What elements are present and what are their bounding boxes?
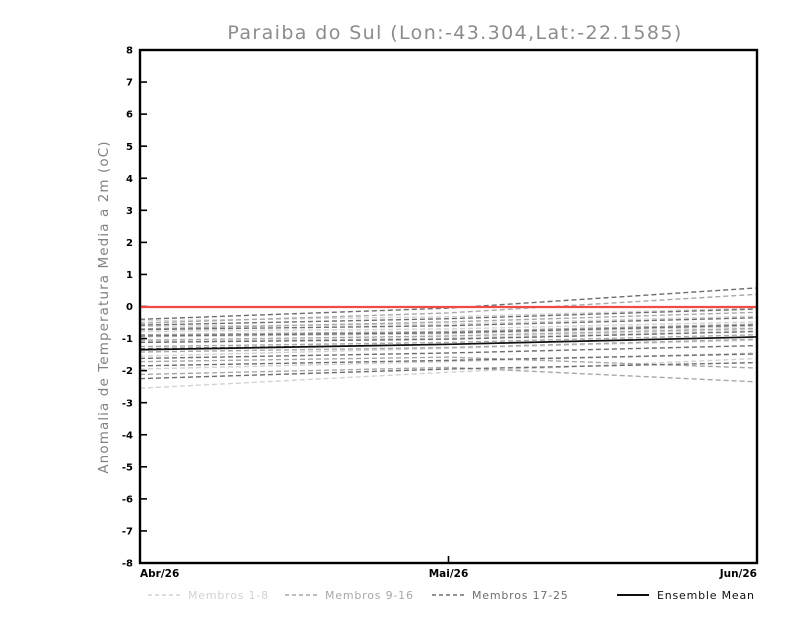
x-tick-label: Mai/26	[429, 568, 469, 580]
y-tick-label: 8	[126, 46, 133, 57]
member-line	[139, 317, 758, 331]
y-tick-label: -5	[122, 462, 133, 473]
member-line	[139, 327, 758, 341]
member-line	[139, 328, 758, 343]
member-line	[139, 293, 758, 324]
y-tick-label: 6	[126, 110, 133, 121]
y-tick-label: 7	[126, 78, 133, 89]
member-line	[139, 321, 758, 333]
member-line	[139, 357, 758, 389]
y-axis-label: Anomalia de Temperatura Media a 2m (oC)	[96, 140, 112, 473]
chart-legend: Membros 1-8 Membros 9-16 Membros 17-25 Ense…	[148, 589, 755, 602]
member-line	[139, 307, 758, 322]
member-line	[139, 344, 758, 360]
member-line	[139, 330, 758, 344]
member-line	[139, 308, 758, 326]
legend-label: Ensemble Mean	[657, 589, 755, 602]
y-tick-label: 4	[126, 174, 133, 185]
y-tick-label: -3	[122, 398, 133, 409]
x-tick-label: Abr/26	[140, 568, 179, 580]
legend-label: Membros 1-8	[188, 589, 269, 602]
series-lines	[139, 287, 758, 389]
member-line	[139, 325, 758, 338]
member-line	[139, 338, 758, 353]
member-line	[139, 361, 758, 380]
member-line	[139, 315, 758, 328]
member-line	[139, 334, 758, 348]
x-tick-label: Jun/26	[719, 568, 757, 580]
member-line	[139, 311, 758, 330]
member-line	[139, 287, 758, 321]
y-tick-label: -2	[122, 366, 133, 377]
ensemble-mean-line	[139, 336, 758, 351]
y-tick-label: 5	[126, 142, 133, 153]
member-line	[139, 353, 758, 367]
y-tick-label: -4	[122, 430, 133, 441]
x-axis-ticks: Abr/26 Mai/26 Jun/26	[139, 556, 758, 580]
y-tick-label: -6	[122, 494, 133, 505]
legend-label: Membros 17-25	[472, 589, 569, 602]
legend-label: Membros 9-16	[325, 589, 414, 602]
page-title: Paraiba do Sul (Lon:-43.304,Lat:-22.1585…	[227, 22, 682, 44]
y-tick-label: 3	[126, 206, 133, 217]
y-tick-label: -8	[122, 559, 133, 570]
y-tick-label: 1	[126, 270, 133, 281]
plot-frame	[138, 48, 759, 565]
y-tick-label: 2	[126, 238, 133, 249]
member-line	[139, 366, 758, 383]
y-tick-label: -7	[122, 527, 133, 538]
member-line	[139, 323, 758, 336]
y-tick-label: -1	[122, 334, 133, 345]
member-line	[139, 324, 758, 337]
y-tick-label: 0	[126, 302, 133, 313]
